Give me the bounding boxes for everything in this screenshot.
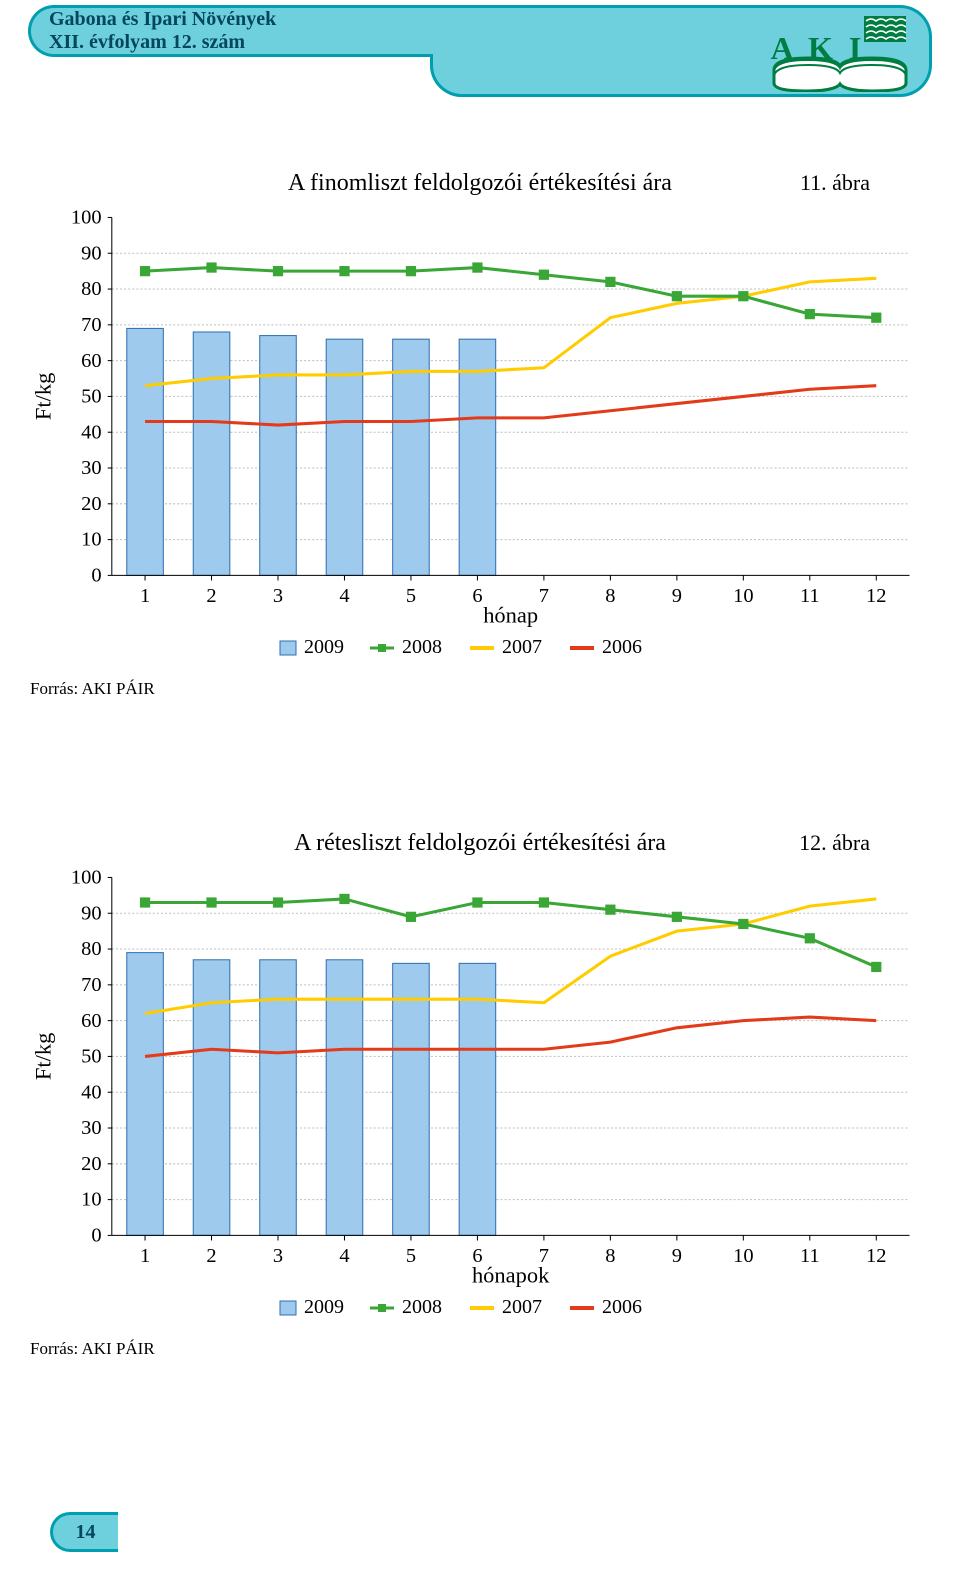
svg-text:2006: 2006	[602, 636, 642, 658]
svg-text:3: 3	[273, 585, 283, 607]
logo-svg: A K I	[768, 12, 912, 92]
svg-text:1: 1	[140, 1245, 150, 1267]
svg-text:Ft/kg: Ft/kg	[30, 1033, 55, 1080]
svg-text:4: 4	[339, 585, 349, 607]
svg-text:Ft/kg: Ft/kg	[30, 373, 55, 420]
svg-text:11: 11	[800, 585, 820, 607]
svg-text:90: 90	[81, 242, 101, 264]
svg-text:5: 5	[406, 585, 416, 607]
svg-text:90: 90	[81, 902, 101, 924]
svg-text:6: 6	[472, 585, 482, 607]
svg-text:hónap: hónap	[483, 602, 538, 626]
svg-text:0: 0	[91, 565, 101, 587]
svg-text:9: 9	[672, 1245, 682, 1267]
svg-text:2007: 2007	[502, 636, 542, 658]
svg-text:12: 12	[866, 585, 886, 607]
svg-text:2008: 2008	[402, 636, 442, 658]
svg-text:2008: 2008	[402, 1296, 442, 1318]
chart-2-block: 12. ábra A rétesliszt feldolgozói értéke…	[30, 830, 930, 1359]
svg-text:5: 5	[406, 1245, 416, 1267]
svg-text:70: 70	[81, 974, 101, 996]
svg-text:80: 80	[81, 938, 101, 960]
svg-text:2009: 2009	[304, 636, 344, 658]
svg-text:1: 1	[140, 585, 150, 607]
svg-text:40: 40	[81, 421, 101, 443]
svg-text:10: 10	[81, 1189, 101, 1211]
svg-text:7: 7	[539, 585, 549, 607]
chart-1-legend: 2009 2008 2007 2006	[30, 633, 930, 663]
chart-1-block: 11. ábra A finomliszt feldolgozói értéke…	[30, 170, 930, 699]
svg-text:80: 80	[81, 278, 101, 300]
page-number: 14	[50, 1512, 118, 1552]
svg-text:2009: 2009	[304, 1296, 344, 1318]
chart-1: 0102030405060708090100123456789101112Ft/…	[30, 197, 930, 627]
svg-text:70: 70	[81, 314, 101, 336]
svg-text:20: 20	[81, 1153, 101, 1175]
svg-text:2: 2	[206, 585, 216, 607]
svg-text:2: 2	[206, 1245, 216, 1267]
svg-text:100: 100	[71, 207, 102, 229]
svg-text:30: 30	[81, 1117, 101, 1139]
svg-text:50: 50	[81, 386, 101, 408]
chart-1-title: A finomliszt feldolgozói értékesítési ár…	[30, 170, 930, 197]
svg-text:9: 9	[672, 585, 682, 607]
figure-label-11: 11. ábra	[800, 170, 870, 196]
svg-text:60: 60	[81, 350, 101, 372]
svg-text:0: 0	[91, 1225, 101, 1247]
logo-wheat-icon	[864, 16, 906, 42]
svg-text:10: 10	[81, 529, 101, 551]
svg-text:30: 30	[81, 457, 101, 479]
chart-2-source: Forrás: AKI PÁIR	[30, 1339, 930, 1359]
svg-text:8: 8	[605, 585, 615, 607]
svg-text:2007: 2007	[502, 1296, 542, 1318]
chart-1-source: Forrás: AKI PÁIR	[30, 679, 930, 699]
svg-text:4: 4	[339, 1245, 349, 1267]
svg-text:40: 40	[81, 1081, 101, 1103]
header-bump	[430, 54, 500, 97]
svg-text:10: 10	[733, 585, 753, 607]
svg-text:20: 20	[81, 493, 101, 515]
header: Gabona és Ipari Növények XII. évfolyam 1…	[0, 0, 960, 130]
issue-number: XII. évfolyam 12. szám	[49, 31, 433, 54]
publication-title: Gabona és Ipari Növények	[49, 8, 433, 31]
svg-text:60: 60	[81, 1010, 101, 1032]
chart-2-legend: 2009 2008 2007 2006	[30, 1293, 930, 1323]
figure-label-12: 12. ábra	[799, 830, 870, 856]
svg-text:3: 3	[273, 1245, 283, 1267]
chart-2-title: A rétesliszt feldolgozói értékesítési ár…	[30, 830, 930, 857]
svg-text:hónapok: hónapok	[472, 1262, 550, 1286]
logo: A K I	[768, 12, 912, 92]
svg-text:11: 11	[800, 1245, 820, 1267]
svg-text:100: 100	[71, 867, 102, 889]
svg-text:8: 8	[605, 1245, 615, 1267]
header-tab: Gabona és Ipari Növények XII. évfolyam 1…	[28, 5, 433, 57]
svg-text:50: 50	[81, 1046, 101, 1068]
svg-text:12: 12	[866, 1245, 886, 1267]
chart-2: 0102030405060708090100123456789101112Ft/…	[30, 857, 930, 1287]
svg-text:2006: 2006	[602, 1296, 642, 1318]
logo-text: A K I	[771, 30, 866, 66]
svg-text:10: 10	[733, 1245, 753, 1267]
